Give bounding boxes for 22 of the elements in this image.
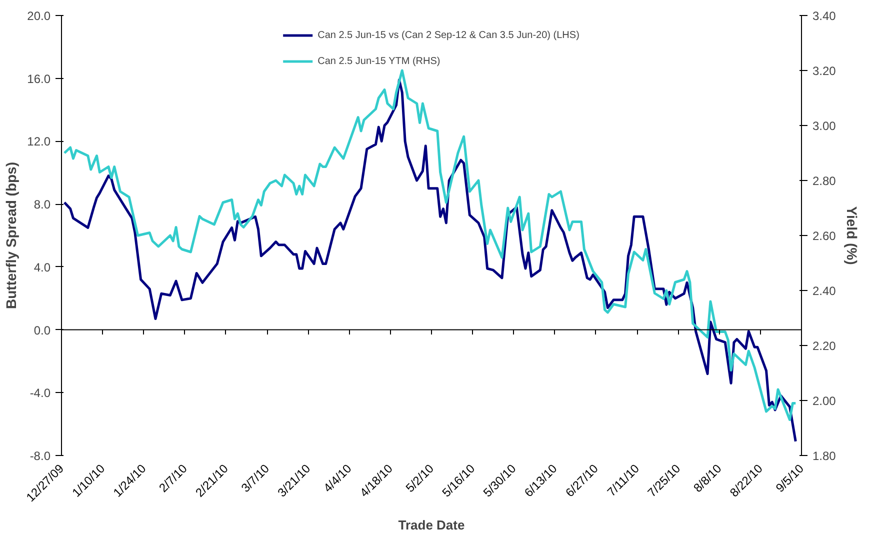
x-axis-title: Trade Date	[398, 517, 465, 532]
y2-tick-label: 2.60	[812, 229, 836, 243]
y2-axis-title: Yield (%)	[844, 206, 860, 265]
y-tick-label: 8.0	[34, 198, 51, 212]
y-axis-title: Butterfly Spread (bps)	[3, 162, 20, 310]
y-tick-label: 16.0	[27, 72, 51, 86]
y-tick-label: 20.0	[27, 9, 51, 23]
y-tick-label: -4.0	[30, 386, 51, 400]
y2-tick-label: 2.80	[812, 174, 836, 188]
y2-tick-label: 3.40	[812, 9, 836, 23]
y2-tick-label: 3.00	[812, 119, 836, 133]
y-tick-label: 4.0	[34, 260, 51, 274]
y-tick-label: 0.0	[34, 323, 51, 338]
y2-tick-label: 2.00	[812, 394, 836, 408]
y2-tick-label: 3.20	[812, 64, 836, 78]
y2-tick-label: 2.20	[812, 339, 836, 353]
y-tick-label: -8.0	[30, 449, 51, 463]
y-tick-label: 12.0	[27, 134, 51, 149]
y2-tick-label: 1.80	[812, 449, 836, 463]
legend-label: Can 2.5 Jun-15 YTM (RHS)	[318, 56, 440, 66]
y2-tick-label: 2.40	[812, 284, 836, 298]
legend-label: Can 2.5 Jun-15 vs (Can 2 Sep-12 & Can 3.5 Jun-20) (LHS)	[318, 30, 580, 40]
